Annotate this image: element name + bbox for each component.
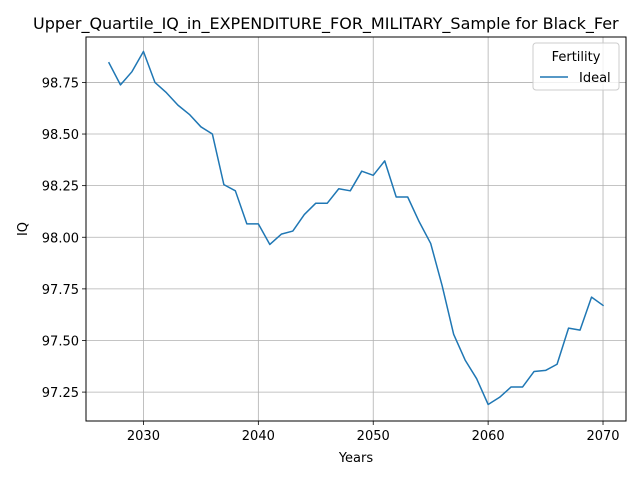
y-tick-label: 98.75 [42, 76, 79, 91]
x-tick-label: 2070 [586, 429, 619, 444]
y-tick-label: 98.25 [42, 180, 79, 195]
y-tick-label: 97.75 [42, 283, 79, 298]
y-axis-label: IQ [16, 222, 31, 236]
series-line-ideal [107, 50, 605, 406]
grid-lines [86, 37, 626, 421]
legend-title: Fertility [552, 50, 601, 65]
legend-box [532, 42, 620, 91]
plot-frame [85, 36, 627, 422]
y-tick-label: 98.00 [42, 231, 79, 246]
y-tick-label: 98.50 [42, 128, 79, 143]
y-axis-ticks: 97.25 97.50 97.75 98.00 98.25 98.50 98.75 [42, 76, 86, 401]
legend: Fertility Ideal [532, 42, 620, 91]
series-layer [107, 50, 605, 406]
x-tick-label: 2030 [127, 429, 160, 444]
x-axis-ticks: 2030 2040 2050 2060 2070 [127, 421, 620, 444]
x-tick-label: 2050 [357, 429, 390, 444]
x-tick-label: 2040 [242, 429, 275, 444]
legend-label-ideal: Ideal [579, 71, 611, 86]
x-axis-label: Years [338, 451, 374, 466]
y-tick-label: 97.25 [42, 386, 79, 401]
x-tick-label: 2060 [472, 429, 505, 444]
chart-title: Upper_Quartile_IQ_in_EXPENDITURE_FOR_MIL… [33, 14, 619, 34]
y-tick-label: 97.50 [42, 334, 79, 349]
